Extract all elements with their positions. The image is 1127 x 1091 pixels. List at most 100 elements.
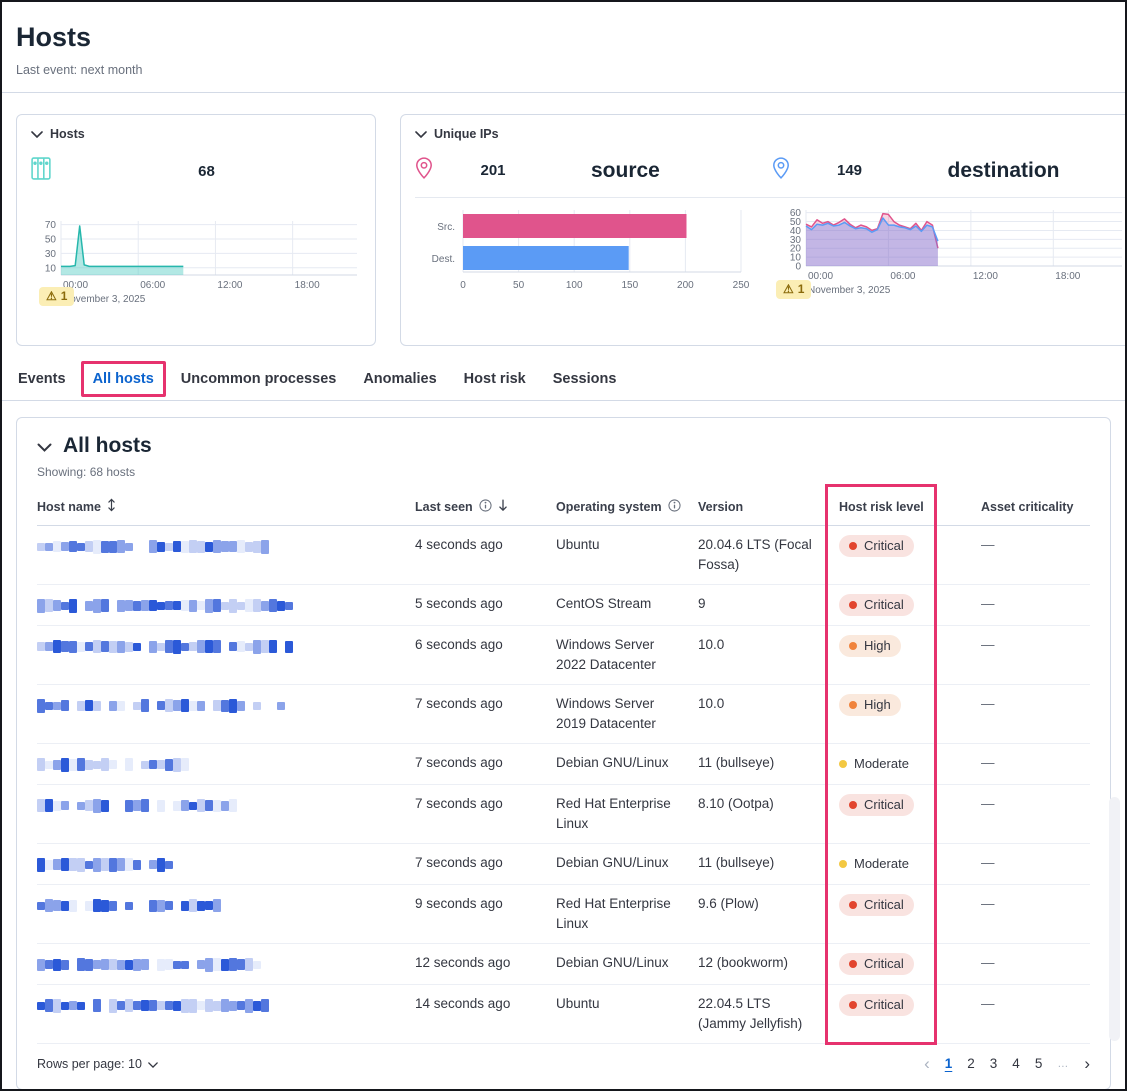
os-cell: Debian GNU/Linux [556, 855, 669, 870]
info-icon[interactable] [479, 498, 492, 515]
last-seen-cell: 7 seconds ago [415, 796, 503, 811]
svg-text:06:00: 06:00 [890, 271, 915, 282]
page-number-5[interactable]: 5 [1034, 1056, 1043, 1071]
host-name-header[interactable]: Host name [37, 498, 415, 515]
chevron-down-icon [148, 1057, 158, 1071]
tab-events[interactable]: Events [18, 371, 66, 387]
host-name-redacted[interactable] [37, 598, 397, 613]
tab-bar: Events All hosts Uncommon processes Anomali… [2, 361, 1125, 401]
last-seen-cell: 4 seconds ago [415, 537, 503, 552]
last-event-label: Last event: next month [16, 63, 143, 77]
chevron-down-icon[interactable] [415, 127, 427, 141]
table-row: 14 seconds ago Ubuntu 22.04.5 LTS (Jammy J… [37, 985, 1090, 1044]
version-cell: 11 (bullseye) [698, 755, 775, 770]
host-name-redacted[interactable] [37, 898, 397, 913]
svg-text:10: 10 [45, 263, 57, 274]
tab-label: Uncommon processes [180, 371, 337, 387]
tab-anomalies[interactable]: Anomalies [363, 371, 436, 387]
storage-icon [31, 157, 52, 185]
host-name-redacted[interactable] [37, 857, 397, 872]
asset-criticality-cell: — [981, 696, 995, 711]
table-row: 12 seconds ago Debian GNU/Linux 12 (bookwo… [37, 944, 1090, 985]
sort-desc-icon[interactable] [498, 499, 508, 515]
tab-sessions[interactable]: Sessions [553, 371, 617, 387]
pagination-ellipsis: … [1057, 1057, 1070, 1070]
os-cell: Red Hat Enterprise Linux [556, 796, 671, 831]
os-cell: Windows Server 2019 Datacenter [556, 696, 656, 731]
page-number-4[interactable]: 4 [1012, 1056, 1020, 1071]
map-pin-source-icon [415, 157, 433, 184]
host-name-redacted[interactable] [37, 998, 397, 1013]
svg-text:0: 0 [795, 262, 801, 273]
all-hosts-table: Host name Last seen Operating system [37, 484, 1090, 1045]
asset-criticality-cell: — [981, 996, 995, 1011]
sort-arrows-icon[interactable] [107, 498, 116, 515]
tab-label: Sessions [552, 371, 617, 387]
table-row: 7 seconds ago Windows Server 2019 Datacen… [37, 685, 1090, 744]
tab-all-hosts[interactable]: All hosts [80, 361, 166, 397]
host-name-redacted[interactable] [37, 639, 397, 654]
version-cell: 11 (bullseye) [698, 855, 775, 870]
host-name-redacted[interactable] [37, 957, 397, 972]
last-seen-cell: 9 seconds ago [415, 896, 503, 911]
svg-text:150: 150 [621, 280, 638, 291]
chart-warning-badge[interactable]: ⚠ 1 [776, 280, 812, 299]
tab-label: Anomalies [363, 371, 437, 387]
host-risk-badge: Critical [839, 994, 914, 1016]
tab-label: Events [18, 371, 66, 387]
svg-text:00:00: 00:00 [63, 280, 88, 291]
page-title: Hosts [16, 22, 92, 52]
risk-dot-icon [849, 801, 857, 809]
asset-criticality-cell: — [981, 896, 995, 911]
chart-warning-badge[interactable]: ⚠ 1 [39, 287, 75, 306]
table-row: 7 seconds ago Red Hat Enterprise Linux 8.1… [37, 785, 1090, 844]
kpi-row: Hosts 68 10 30 50 70 00:00 06:00 12:00 18:00 Nov… [16, 114, 1125, 346]
version-cell: 12 (bookworm) [698, 955, 789, 970]
host-risk-badge: Critical [839, 794, 914, 816]
table-row: 4 seconds ago Ubuntu 20.04.6 LTS (Focal Fo… [37, 526, 1090, 585]
table-footer: Rows per page: 10 ‹ 1 2 3 4 5 … › [37, 1044, 1090, 1081]
last-seen-header[interactable]: Last seen [415, 498, 556, 515]
last-seen-cell: 7 seconds ago [415, 755, 503, 770]
os-cell: Debian GNU/Linux [556, 955, 669, 970]
destination-ips-value: 149 [836, 162, 863, 179]
last-seen-cell: 7 seconds ago [415, 855, 503, 870]
page-header: Hosts Last event: next month [2, 2, 1125, 77]
page-number-2[interactable]: 2 [967, 1056, 975, 1071]
os-cell: Debian GNU/Linux [556, 755, 669, 770]
host-name-redacted[interactable] [37, 757, 397, 772]
chevron-left-icon[interactable]: ‹ [924, 1053, 930, 1073]
chevron-down-icon[interactable] [37, 434, 52, 458]
os-cell: Ubuntu [556, 996, 600, 1011]
ips-panel-divider [415, 197, 1125, 198]
vertical-scrollbar[interactable] [1109, 797, 1120, 1041]
asset-criticality-cell: — [981, 755, 995, 770]
chevron-down-icon[interactable] [31, 127, 43, 141]
rows-per-page-button[interactable]: Rows per page: 10 [37, 1057, 158, 1071]
last-seen-cell: 12 seconds ago [415, 955, 511, 970]
host-risk-badge: Moderate [839, 753, 919, 775]
tab-uncommon-processes[interactable]: Uncommon processes [181, 371, 337, 387]
svg-text:06:00: 06:00 [140, 280, 165, 291]
risk-label: Critical [864, 797, 904, 812]
last-seen-cell: 7 seconds ago [415, 696, 503, 711]
risk-label: Critical [864, 997, 904, 1012]
svg-text:100: 100 [566, 280, 583, 291]
risk-label: High [864, 638, 891, 653]
version-cell: 22.04.5 LTS (Jammy Jellyfish) [698, 996, 803, 1031]
host-name-redacted[interactable] [37, 539, 397, 554]
pagination: ‹ 1 2 3 4 5 … › [924, 1053, 1090, 1073]
host-risk-badge: Critical [839, 535, 914, 557]
chevron-right-icon[interactable]: › [1084, 1053, 1090, 1073]
tab-host-risk[interactable]: Host risk [464, 371, 526, 387]
svg-text:10: 10 [790, 253, 802, 264]
risk-label: High [864, 697, 891, 712]
risk-dot-icon [849, 960, 857, 968]
risk-label: Critical [864, 597, 904, 612]
os-cell: Red Hat Enterprise Linux [556, 896, 671, 931]
host-name-redacted[interactable] [37, 798, 397, 813]
page-number-1[interactable]: 1 [944, 1056, 953, 1071]
info-icon[interactable] [668, 498, 681, 515]
page-number-3[interactable]: 3 [989, 1056, 998, 1071]
host-name-redacted[interactable] [37, 698, 397, 713]
